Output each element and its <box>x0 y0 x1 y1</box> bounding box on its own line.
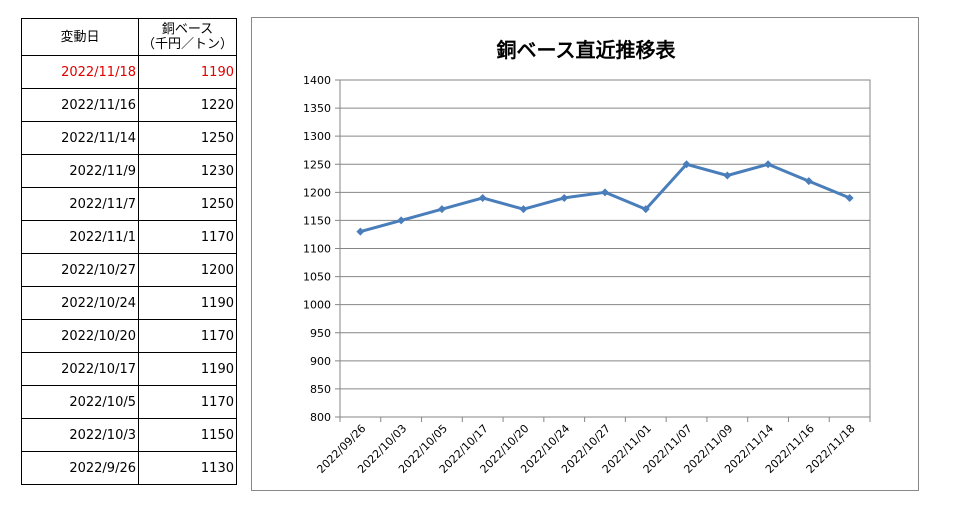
date-cell: 2022/11/18 <box>21 55 139 89</box>
y-tick-label: 1300 <box>303 130 331 143</box>
price-cell: 1150 <box>138 418 237 452</box>
y-tick-label: 800 <box>310 411 331 424</box>
chart-area: 銅ベース直近推移表 800 850 900 950 1000 1050 1100 1150 12… <box>251 17 919 491</box>
line-chart: 銅ベース直近推移表 800 850 900 950 1000 1050 1100 1150 12… <box>303 38 871 476</box>
table-row: 2022/11/16 1220 <box>21 88 237 122</box>
date-cell: 2022/11/14 <box>21 121 139 155</box>
date-cell: 2022/11/9 <box>21 154 139 188</box>
series-line <box>360 162 851 234</box>
plot-area <box>339 79 871 418</box>
y-tick-label: 1150 <box>303 214 331 227</box>
header-date: 変動日 <box>21 18 139 56</box>
data-point <box>601 188 609 197</box>
data-point <box>804 177 813 186</box>
y-tick-label: 1250 <box>303 158 331 171</box>
data-point <box>560 193 569 202</box>
price-table: 変動日 銅ベース （千円／トン） 2022/11/18 1190 2022/11/1… <box>21 18 237 485</box>
date-cell: 2022/10/3 <box>21 418 139 452</box>
table-row: 2022/10/20 1170 <box>21 319 237 353</box>
price-cell: 1230 <box>138 154 237 188</box>
y-tick-label: 1100 <box>303 243 331 256</box>
price-cell: 1130 <box>138 451 237 485</box>
price-cell: 1220 <box>138 88 237 122</box>
date-cell: 2022/11/16 <box>21 88 139 122</box>
y-tick-label: 1200 <box>303 186 331 199</box>
data-point <box>723 171 732 180</box>
price-cell: 1250 <box>138 121 237 155</box>
date-cell: 2022/9/26 <box>21 451 139 485</box>
price-cell: 1250 <box>138 187 237 221</box>
table-body: 2022/11/18 1190 2022/11/16 1220 2022/11/14 12… <box>21 55 237 485</box>
data-point <box>356 227 365 236</box>
data-point <box>682 160 691 169</box>
y-tick-label: 1350 <box>303 102 331 115</box>
header-price-line1: 銅ベース <box>161 22 214 37</box>
table-row: 2022/10/17 1190 <box>21 352 237 386</box>
price-cell: 1190 <box>138 55 237 89</box>
table-row: 2022/11/18 1190 <box>21 55 237 89</box>
date-cell: 2022/11/1 <box>21 220 139 254</box>
date-cell: 2022/10/24 <box>21 286 139 320</box>
table-row: 2022/11/1 1170 <box>21 220 237 254</box>
table-row: 2022/11/9 1230 <box>21 154 237 188</box>
y-tick-label: 1050 <box>303 271 331 284</box>
price-cell: 1170 <box>138 220 237 254</box>
price-cell: 1200 <box>138 253 237 287</box>
table-row: 2022/10/5 1170 <box>21 385 237 419</box>
table-row: 2022/11/7 1250 <box>21 187 237 221</box>
table-header-row: 変動日 銅ベース （千円／トン） <box>21 18 237 56</box>
date-cell: 2022/10/20 <box>21 319 139 353</box>
price-cell: 1170 <box>138 385 237 419</box>
table-row: 2022/11/14 1250 <box>21 121 237 155</box>
date-cell: 2022/10/27 <box>21 253 139 287</box>
y-tick-label: 950 <box>310 327 331 340</box>
data-point <box>519 205 528 214</box>
table-row: 2022/10/3 1150 <box>21 418 237 452</box>
date-cell: 2022/11/7 <box>21 187 139 221</box>
data-point <box>397 216 406 225</box>
price-cell: 1190 <box>138 286 237 320</box>
data-point <box>764 160 773 169</box>
header-price-line2: （千円／トン） <box>141 37 233 52</box>
y-tick-label: 1000 <box>303 299 331 312</box>
y-tick-label: 900 <box>310 355 331 368</box>
data-point <box>478 193 487 202</box>
date-cell: 2022/10/5 <box>21 385 139 419</box>
header-price: 銅ベース （千円／トン） <box>138 18 237 56</box>
price-cell: 1190 <box>138 352 237 386</box>
data-point <box>641 205 650 214</box>
data-point <box>845 193 854 202</box>
date-cell: 2022/10/17 <box>21 352 139 386</box>
data-point <box>437 205 446 214</box>
y-tick-label: 1400 <box>303 74 331 87</box>
table-row: 2022/9/26 1130 <box>21 451 237 485</box>
y-tick-label: 850 <box>310 383 331 396</box>
chart-title: 銅ベース直近推移表 <box>497 38 677 62</box>
price-cell: 1170 <box>138 319 237 353</box>
table-row: 2022/10/24 1190 <box>21 286 237 320</box>
table-row: 2022/10/27 1200 <box>21 253 237 287</box>
